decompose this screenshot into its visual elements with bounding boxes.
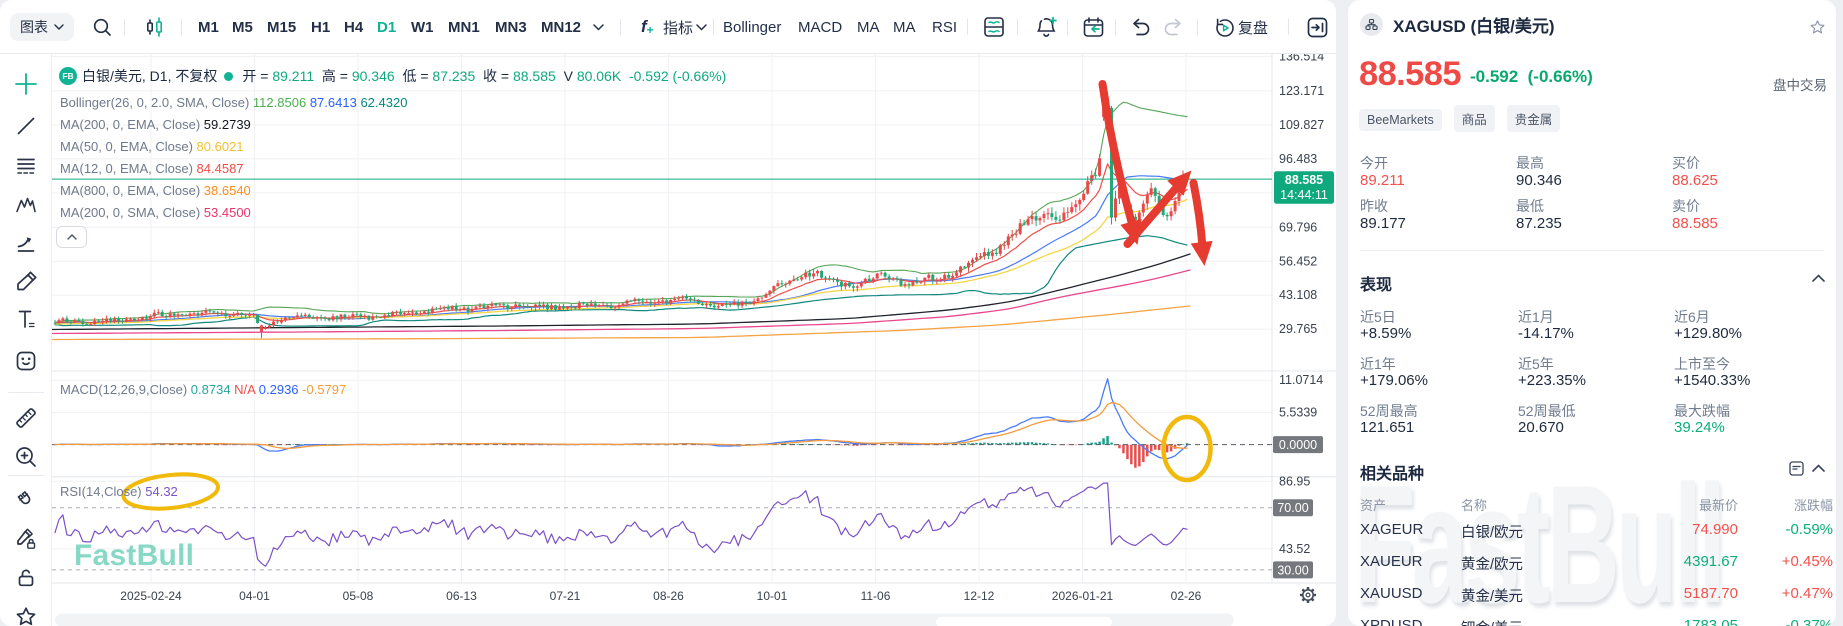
svg-text:30.00: 30.00 — [1277, 563, 1308, 577]
svg-text:06-13: 06-13 — [446, 589, 477, 603]
svg-text:05-08: 05-08 — [343, 589, 374, 603]
svg-text:109.827: 109.827 — [1279, 118, 1324, 132]
svg-text:02-26: 02-26 — [1171, 589, 1202, 603]
svg-text:56.452: 56.452 — [1279, 254, 1317, 268]
svg-text:123.171: 123.171 — [1279, 84, 1324, 98]
svg-text:88.585: 88.585 — [1285, 173, 1323, 187]
svg-text:08-26: 08-26 — [653, 589, 684, 603]
svg-text:5.5339: 5.5339 — [1279, 406, 1317, 420]
svg-text:11.0714: 11.0714 — [1279, 373, 1323, 387]
svg-text:14:44:11: 14:44:11 — [1280, 188, 1328, 202]
svg-text:11-06: 11-06 — [861, 589, 891, 603]
svg-text:43.52: 43.52 — [1279, 542, 1310, 556]
svg-text:29.765: 29.765 — [1279, 322, 1317, 336]
svg-text:70.00: 70.00 — [1277, 501, 1308, 515]
svg-text:07-21: 07-21 — [550, 589, 581, 603]
svg-text:FastBull: FastBull — [74, 539, 194, 572]
svg-text:0.0000: 0.0000 — [1279, 438, 1317, 452]
svg-text:96.483: 96.483 — [1279, 152, 1317, 166]
svg-text:43.108: 43.108 — [1279, 288, 1317, 302]
svg-text:12-12: 12-12 — [964, 589, 995, 603]
svg-text:10-01: 10-01 — [757, 589, 788, 603]
svg-text:69.796: 69.796 — [1279, 220, 1317, 234]
svg-text:04-01: 04-01 — [239, 589, 270, 603]
svg-text:86.95: 86.95 — [1279, 474, 1310, 488]
svg-text:2026-01-21: 2026-01-21 — [1052, 589, 1114, 603]
svg-text:2025-02-24: 2025-02-24 — [120, 589, 182, 603]
